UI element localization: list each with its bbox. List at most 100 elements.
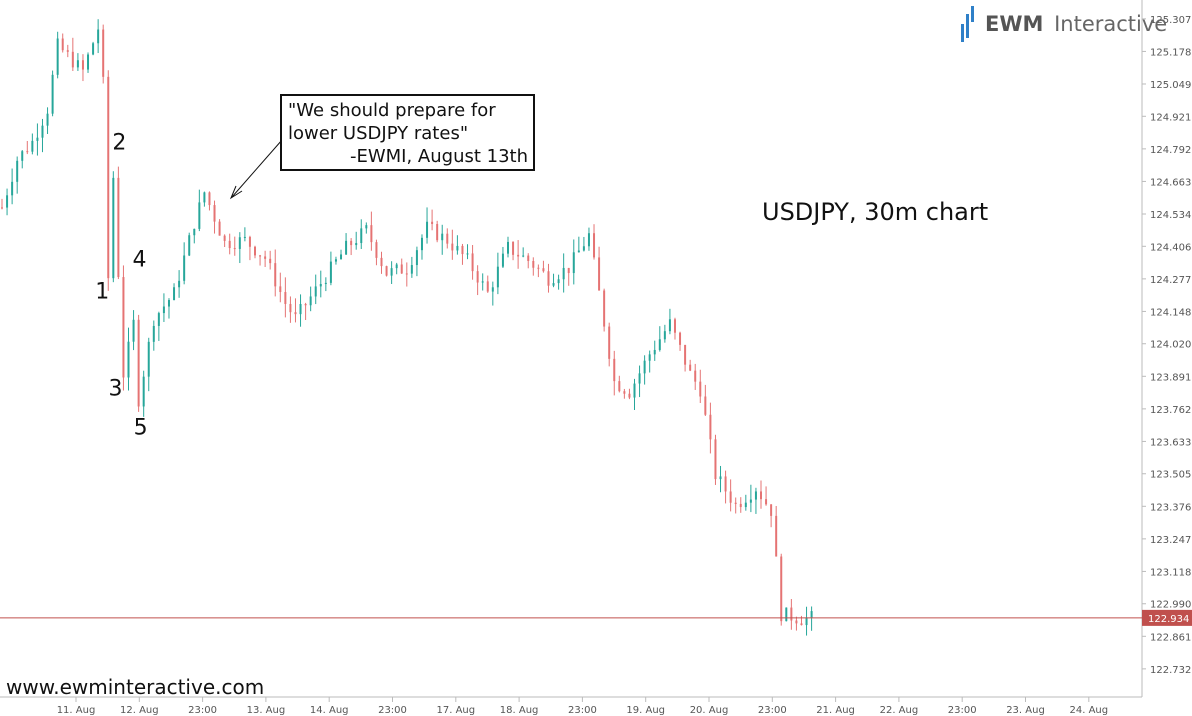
candle	[537, 264, 540, 278]
candle	[805, 606, 808, 636]
ewm-logo: EWM Interactive	[961, 6, 1167, 42]
x-tick-label: 23:00	[758, 705, 787, 716]
y-tick-label: 123.762	[1150, 405, 1191, 416]
candle	[699, 369, 702, 403]
candle	[593, 224, 596, 260]
candle	[598, 246, 601, 291]
candle	[314, 274, 317, 305]
candle	[198, 189, 201, 232]
candle	[1, 198, 3, 210]
candle	[684, 344, 687, 372]
annotation-line-2: lower USDJPY rates"	[288, 123, 468, 144]
candle	[218, 219, 221, 236]
y-tick-label: 123.247	[1150, 535, 1191, 546]
candle	[365, 222, 368, 234]
candle	[31, 133, 34, 155]
candle	[795, 616, 798, 631]
candle	[547, 263, 550, 293]
candle	[522, 247, 525, 258]
candle	[309, 286, 312, 312]
y-tick-label: 124.921	[1150, 112, 1191, 123]
logo-bars-icon	[961, 6, 974, 42]
y-tick-label: 125.178	[1150, 47, 1191, 58]
candle	[557, 274, 560, 290]
candle	[638, 365, 641, 398]
candle	[395, 262, 398, 275]
candle	[16, 156, 19, 194]
candle	[466, 244, 469, 260]
candle	[734, 497, 737, 514]
candle	[87, 52, 90, 73]
candle	[274, 249, 277, 297]
candle	[739, 497, 742, 513]
candle	[324, 277, 327, 292]
x-tick-label: 23:00	[188, 705, 217, 716]
candle	[157, 311, 160, 341]
candle	[749, 484, 752, 513]
x-tick-label: 22. Aug	[880, 705, 919, 716]
candle	[780, 553, 783, 626]
callout-arrowhead	[229, 185, 243, 200]
candle	[765, 486, 768, 506]
candle	[360, 219, 363, 250]
candle	[587, 227, 590, 251]
candle	[208, 191, 211, 211]
candle	[102, 24, 105, 84]
x-tick-label: 14. Aug	[310, 705, 349, 716]
candle	[420, 234, 423, 260]
candle	[405, 262, 408, 287]
y-axis-ticks: 125.307 125.178 125.049 124.921 124.792 124.6…	[1142, 15, 1191, 676]
candle	[456, 235, 459, 255]
x-axis-ticks: 11. Aug 12. Aug 23:00 13. Aug 14. Aug 23:00 17…	[57, 697, 1108, 716]
candle	[294, 298, 297, 323]
candle	[785, 607, 788, 622]
candle	[340, 249, 343, 260]
candle	[552, 273, 555, 288]
candle	[243, 227, 246, 242]
elliott-wave-labels: 1 2 3 4 5	[95, 131, 147, 441]
x-tick-label: 24. Aug	[1069, 705, 1108, 716]
candle	[512, 241, 515, 261]
x-tick-label: 23:00	[568, 705, 597, 716]
candle	[572, 239, 575, 285]
candle	[264, 250, 267, 268]
candle	[653, 340, 656, 361]
candle	[431, 209, 434, 231]
x-tick-label: 13. Aug	[247, 705, 286, 716]
candle	[122, 265, 125, 391]
candle	[269, 250, 272, 270]
candle	[107, 70, 110, 291]
candle	[329, 251, 332, 286]
candle	[56, 31, 59, 79]
annotation-line-1: "We should prepare for	[288, 100, 496, 121]
y-tick-label: 122.990	[1150, 600, 1191, 611]
y-tick-label: 124.148	[1150, 307, 1191, 318]
x-tick-label: 23:00	[948, 705, 977, 716]
candle	[628, 388, 631, 400]
candle	[147, 337, 150, 392]
logo-text-light: Interactive	[1054, 12, 1167, 36]
candle	[71, 37, 74, 71]
candle	[92, 41, 95, 56]
candle	[426, 207, 429, 244]
current-price-marker: 122.934	[0, 609, 1192, 626]
candle	[41, 118, 44, 153]
logo-text: EWM Interactive	[985, 12, 1167, 36]
candle	[380, 251, 383, 274]
chart-title: USDJPY, 30m chart	[762, 198, 988, 226]
candle	[117, 166, 120, 280]
candle	[289, 296, 292, 323]
candle	[66, 44, 69, 58]
candle	[76, 53, 79, 71]
candle	[385, 265, 388, 277]
candle	[517, 240, 520, 269]
candle	[436, 220, 439, 243]
candle	[527, 253, 530, 269]
candle	[724, 470, 727, 504]
y-tick-label: 123.891	[1150, 372, 1191, 383]
candle	[623, 388, 626, 399]
candle	[577, 236, 580, 253]
candle	[6, 188, 9, 216]
wave-label-4: 4	[133, 248, 147, 273]
